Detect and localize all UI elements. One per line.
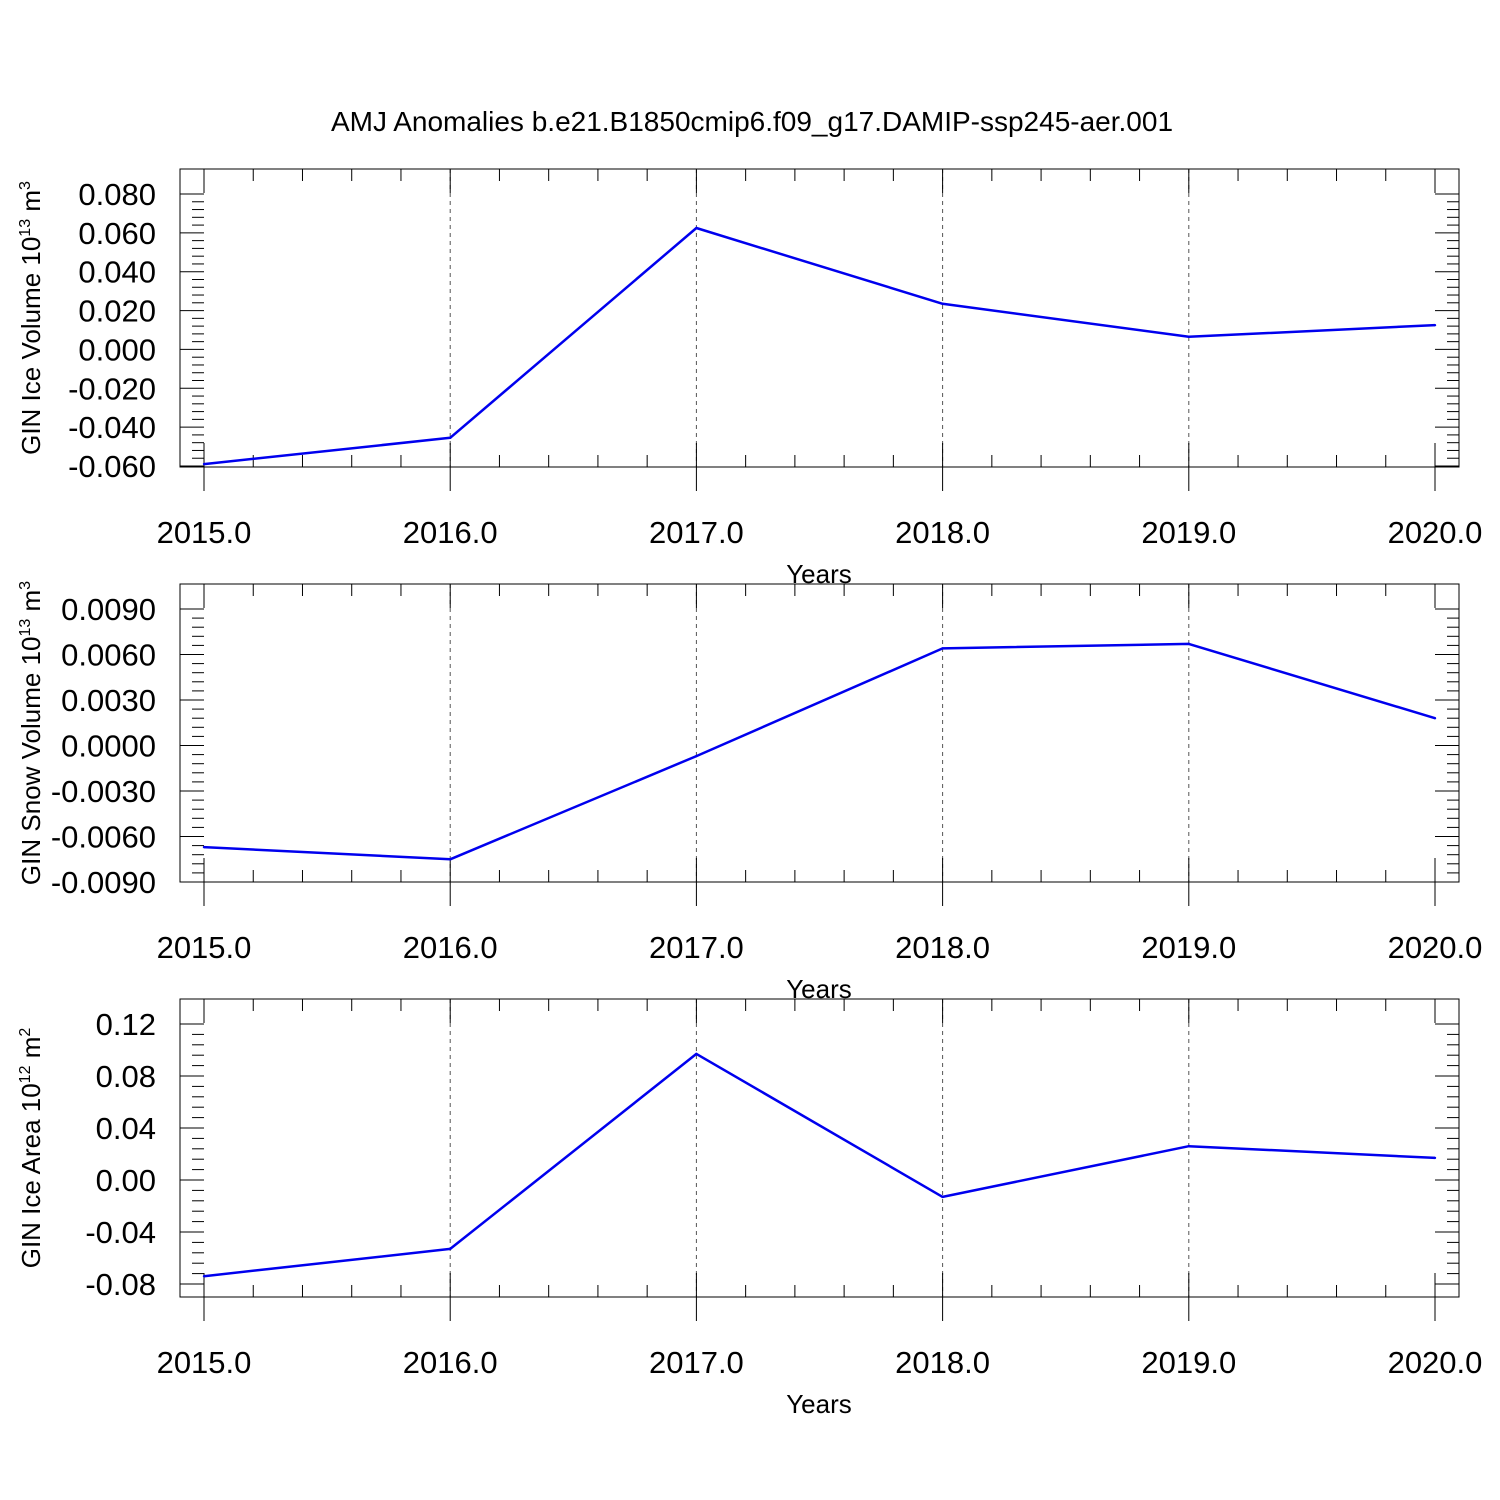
plot-frame <box>179 168 1460 468</box>
data-point <box>695 754 698 758</box>
data-point <box>202 1275 206 1278</box>
y-tick-label: 0.04 <box>96 1111 156 1146</box>
y-tick-label: 0.020 <box>78 294 156 329</box>
x-tick-label: 2017.0 <box>649 930 744 965</box>
y-tick-label: -0.040 <box>68 410 156 445</box>
plot-frame <box>179 998 1460 1298</box>
x-tick-label: 2018.0 <box>895 1345 990 1380</box>
y-tick-label: 0.060 <box>78 216 156 251</box>
y-tick-label: -0.0060 <box>51 820 156 855</box>
y-tick-label: -0.0090 <box>51 865 156 900</box>
x-tick-label: 2016.0 <box>403 930 498 965</box>
y-tick-label: 0.000 <box>78 332 156 367</box>
data-point <box>941 1195 944 1199</box>
x-tick-label: 2020.0 <box>1388 1345 1483 1380</box>
y-axis-label: GIN Snow Volume 1013 m3 <box>16 581 46 885</box>
data-point <box>449 1247 452 1251</box>
chart-title: AMJ Anomalies b.e21.B1850cmip6.f09_g17.D… <box>331 106 1173 137</box>
x-tick-label: 2019.0 <box>1141 1345 1236 1380</box>
x-tick-label: 2017.0 <box>649 1345 744 1380</box>
y-tick-label: 0.0000 <box>61 729 156 764</box>
x-tick-label: 2020.0 <box>1388 515 1483 550</box>
y-tick-label: -0.08 <box>85 1267 156 1302</box>
data-point <box>1433 717 1437 720</box>
y-tick-label: -0.020 <box>68 371 156 406</box>
data-point <box>695 226 698 230</box>
x-tick-label: 2018.0 <box>895 515 990 550</box>
y-tick-label: -0.0030 <box>51 774 156 809</box>
x-tick-label: 2019.0 <box>1141 930 1236 965</box>
data-point <box>941 302 944 305</box>
x-tick-label: 2019.0 <box>1141 515 1236 550</box>
y-tick-label: 0.0030 <box>61 683 156 718</box>
x-tick-label: 2020.0 <box>1388 930 1483 965</box>
data-point <box>202 462 206 466</box>
plot-frame <box>179 583 1460 883</box>
y-axis-label: GIN Ice Area 1012 m2 <box>16 1028 46 1269</box>
chart-panel-2: 0.0090 0.0060 0.0030 0.0000 -0.0030 -0.0060 -0… <box>16 581 1482 1004</box>
y-tick-label: 0.0060 <box>61 638 156 673</box>
data-point <box>449 436 452 440</box>
y-tick-label: 0.040 <box>78 255 156 290</box>
y-tick-label: 0.08 <box>96 1059 156 1094</box>
data-point <box>695 1052 698 1056</box>
x-tick-label: 2015.0 <box>157 930 252 965</box>
x-tick-label: 2016.0 <box>403 515 498 550</box>
x-axis-label: Years <box>786 1389 852 1419</box>
data-line <box>203 1052 1436 1278</box>
y-tick-label: 0.0090 <box>61 592 156 627</box>
x-tick-label: 2016.0 <box>403 1345 498 1380</box>
x-tick-label: 2015.0 <box>157 1345 252 1380</box>
data-line <box>203 226 1436 466</box>
data-point <box>1187 642 1191 646</box>
x-tick-label: 2015.0 <box>157 515 252 550</box>
x-tick-label: 2017.0 <box>649 515 744 550</box>
data-point <box>941 647 944 650</box>
data-point <box>449 858 452 861</box>
y-tick-label: 0.080 <box>78 177 156 212</box>
y-axis-label: GIN Ice Volume 1013 m3 <box>16 181 46 455</box>
data-point <box>1433 323 1437 327</box>
chart-panel-3: 0.12 0.08 0.04 0.00 -0.04 -0.08 2015.0 2016.0 20… <box>16 998 1483 1419</box>
data-point <box>1187 1145 1191 1148</box>
data-point <box>1187 335 1191 338</box>
y-tick-label: 0.00 <box>96 1163 156 1198</box>
y-tick-label: -0.060 <box>68 449 156 484</box>
data-line <box>203 642 1436 861</box>
data-point <box>1433 1156 1437 1160</box>
y-tick-label: -0.04 <box>85 1215 156 1250</box>
x-tick-label: 2018.0 <box>895 930 990 965</box>
data-point <box>202 845 206 849</box>
y-tick-label: 0.12 <box>96 1007 156 1042</box>
